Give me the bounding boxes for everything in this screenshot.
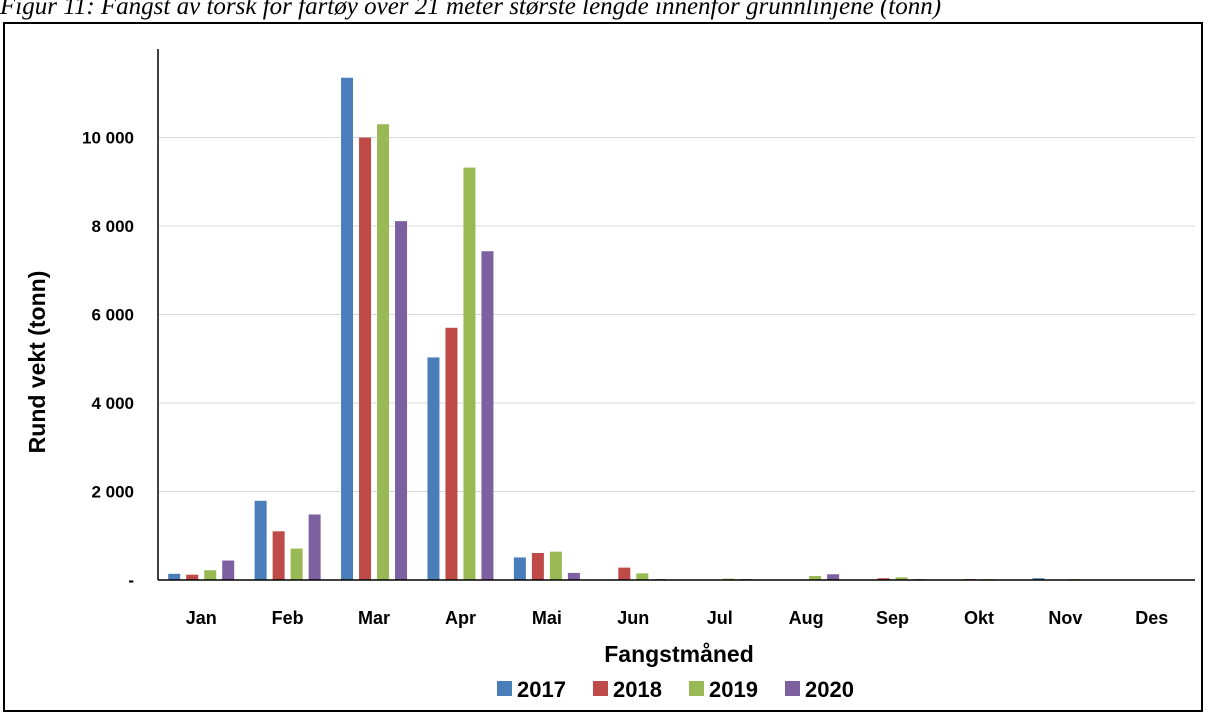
x-tick-label: Aug [789, 608, 824, 628]
axes [157, 49, 1195, 581]
y-tick-label: 10 000 [82, 129, 134, 148]
chart-frame: - 2 000 4 000 6 000 8 000 10 000 Jan Feb Mar Apr… [3, 22, 1203, 712]
legend-label-2020: 2020 [805, 677, 854, 702]
legend-swatch-2020 [785, 681, 800, 696]
bar-2020-feb [308, 514, 321, 580]
bar-2018-apr [445, 327, 458, 580]
y-tick-labels: - 2 000 4 000 6 000 8 000 10 000 [82, 129, 134, 591]
bar-2017-apr [427, 357, 440, 580]
x-tick-label: Apr [445, 608, 476, 628]
x-tick-label: Okt [964, 608, 994, 628]
bar-chart: - 2 000 4 000 6 000 8 000 10 000 Jan Feb Mar Apr… [24, 49, 1195, 702]
bar-2017-mar [341, 77, 354, 580]
x-tick-label: Jan [186, 608, 217, 628]
bar-2019-mai [549, 551, 562, 580]
bar-2018-feb [272, 531, 285, 580]
bar-2020-aug [827, 574, 840, 580]
bar-2019-jan [204, 570, 217, 580]
x-tick-label: Nov [1048, 608, 1082, 628]
bar-2019-feb [290, 548, 303, 580]
bar-2019-apr [463, 167, 476, 580]
y-tick-label: 2 000 [91, 483, 134, 502]
x-tick-label: Sep [876, 608, 909, 628]
x-axis-title: Fangstmåned [604, 641, 754, 667]
legend-swatch-2019 [689, 681, 704, 696]
bar-2018-jan [186, 574, 199, 580]
legend: 2017 2018 2019 2020 [497, 677, 854, 702]
y-tick-label: 6 000 [91, 306, 134, 325]
bar-2019-aug [809, 576, 822, 580]
bar-2020-mar [395, 221, 408, 580]
x-tick-label: Des [1135, 608, 1168, 628]
y-tick-label: - [128, 571, 134, 590]
x-tick-label: Jul [707, 608, 733, 628]
bar-2018-jun [618, 567, 631, 580]
bar-2019-mar [377, 124, 390, 580]
bar-2019-jun [636, 573, 649, 580]
bar-2018-sep [877, 578, 890, 580]
y-axis-title: Rund vekt (tonn) [24, 271, 50, 454]
bars [168, 77, 1185, 580]
x-tick-label: Jun [617, 608, 649, 628]
y-tick-label: 8 000 [91, 217, 134, 236]
legend-swatch-2017 [497, 681, 512, 696]
legend-label-2018: 2018 [613, 677, 662, 702]
bar-2019-sep [895, 577, 908, 580]
y-tick-label: 4 000 [91, 394, 134, 413]
bar-2017-feb [254, 500, 267, 580]
x-tick-labels: Jan Feb Mar Apr Mai Jun Jul Aug Sep Okt Nov Des [186, 608, 1169, 628]
bar-2020-mai [567, 572, 580, 580]
bar-2017-nov [1032, 578, 1045, 580]
gridlines [158, 137, 1195, 492]
x-tick-label: Feb [272, 608, 304, 628]
legend-swatch-2018 [593, 681, 608, 696]
bar-2017-mai [513, 557, 526, 580]
bar-2020-jan [222, 560, 235, 580]
bar-2017-jan [168, 573, 181, 580]
legend-label-2019: 2019 [709, 677, 758, 702]
bar-2018-mar [359, 137, 372, 580]
bar-2018-mai [531, 553, 544, 580]
x-tick-label: Mai [532, 608, 562, 628]
x-tick-label: Mar [358, 608, 390, 628]
legend-label-2017: 2017 [517, 677, 566, 702]
bar-2020-apr [481, 251, 494, 580]
figure-caption: Figur 11: Fangst av torsk for fartøy ove… [0, 0, 942, 20]
